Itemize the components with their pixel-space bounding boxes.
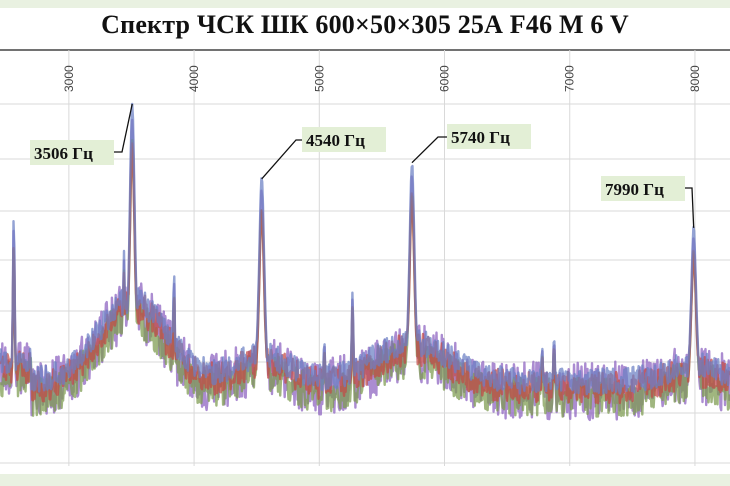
x-tick-label: 8000 — [688, 65, 702, 92]
x-tick-label: 4000 — [187, 65, 201, 92]
peak-label-box — [302, 127, 386, 152]
peak-leader-line — [411, 136, 447, 164]
peak-callout: 3506 Гц — [30, 103, 133, 165]
x-tick-label: 7000 — [563, 65, 577, 92]
peak-leader-line — [261, 139, 302, 180]
x-tick-label: 3000 — [62, 65, 76, 92]
peak-label-text: 5740 Гц — [451, 128, 510, 147]
peak-callout: 5740 Гц — [411, 124, 531, 164]
bottom-band — [0, 474, 730, 486]
peak-label-text: 4540 Гц — [306, 131, 365, 150]
peak-label-box — [30, 140, 114, 165]
peak-label-text: 3506 Гц — [34, 144, 93, 163]
peak-label-box — [447, 124, 531, 149]
peak-callout: 7990 Гц — [601, 176, 695, 228]
peak-label-text: 7990 Гц — [605, 180, 664, 199]
x-tick-label: 5000 — [312, 65, 326, 92]
peak-leader-line — [114, 103, 133, 153]
x-tick-label: 6000 — [438, 65, 452, 92]
peak-callout: 4540 Гц — [261, 127, 386, 180]
series-layer — [0, 102, 730, 422]
peak-labels: 3506 Гц 4540 Гц 5740 Гц 7990 Гц — [30, 103, 695, 228]
x-tick-labels: 3000 4000 5000 6000 7000 8000 — [62, 65, 702, 92]
chart-title: Спектр ЧСК ШК 600×50×305 25А F46 M 6 V — [101, 10, 629, 39]
peak-label-box — [601, 176, 685, 201]
peak-leader-line — [685, 187, 695, 228]
top-band — [0, 0, 730, 8]
series-line-4 — [0, 102, 730, 396]
